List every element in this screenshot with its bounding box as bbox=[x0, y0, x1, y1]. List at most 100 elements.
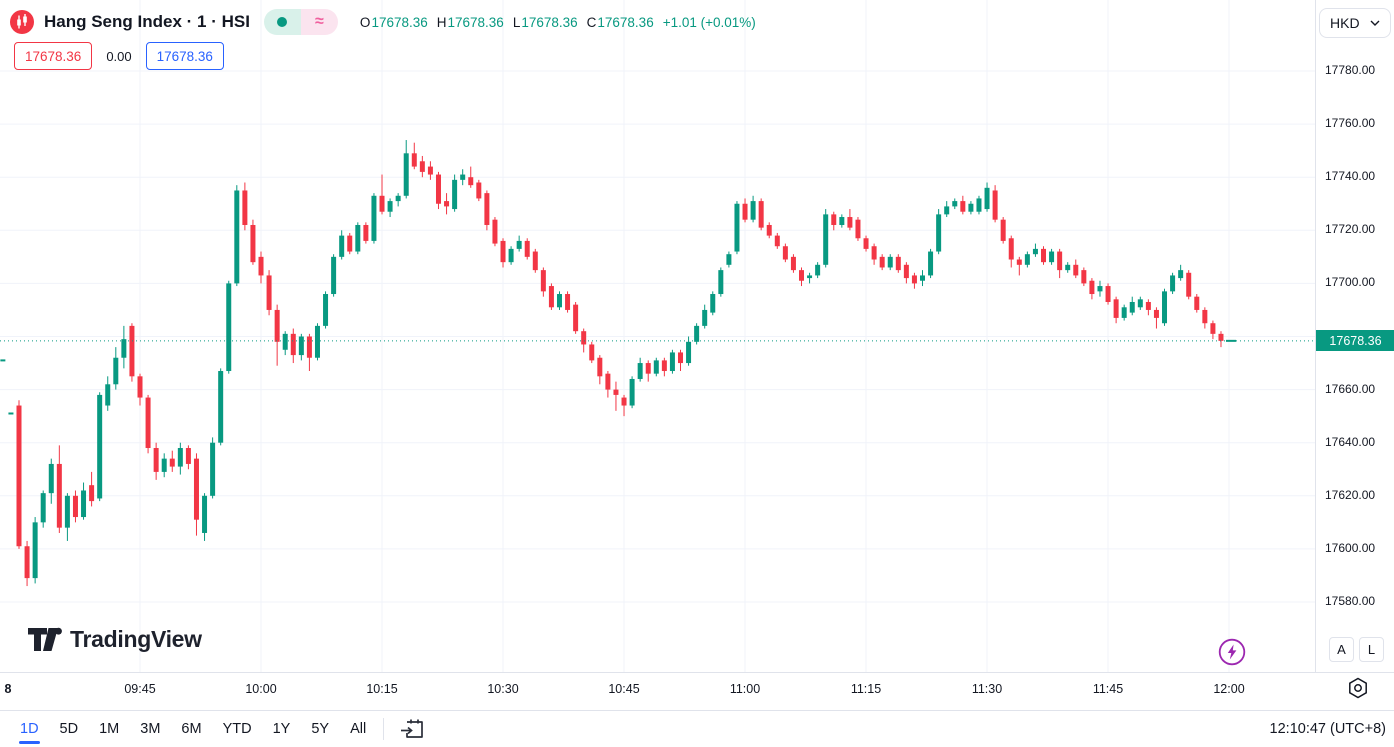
candle-body bbox=[403, 153, 409, 196]
candle-body bbox=[556, 294, 562, 308]
candle-body bbox=[1000, 219, 1006, 241]
candle-body bbox=[347, 235, 353, 252]
market-status-pill[interactable]: ≈ bbox=[263, 9, 338, 35]
candle-body bbox=[419, 161, 425, 172]
settings-nut-icon bbox=[1349, 677, 1367, 699]
time-axis-label: 10:45 bbox=[608, 682, 640, 696]
candle-body bbox=[952, 201, 958, 207]
candle-body bbox=[1218, 333, 1224, 341]
candle-body bbox=[476, 182, 482, 199]
tradingview-logo-text: TradingView bbox=[70, 626, 202, 652]
candle-body bbox=[774, 235, 780, 247]
price-axis-label: 17620.00 bbox=[1325, 487, 1376, 502]
price-axis-label: 17580.00 bbox=[1325, 594, 1376, 608]
symbol-title[interactable]: Hang Seng Index · 1 · HSI bbox=[44, 12, 250, 31]
candle-body bbox=[686, 341, 692, 364]
price-axis-label: 17780.00 bbox=[1325, 63, 1376, 77]
open-value: 17678.36 bbox=[371, 14, 428, 30]
session-clock[interactable]: 12:10:47 (UTC+8) bbox=[1269, 721, 1386, 737]
candle-body bbox=[839, 217, 845, 225]
price-axis[interactable]: 17780.00 17760.00 17740.00 17720.00 17700.00… bbox=[1315, 0, 1394, 672]
candle-body bbox=[1194, 296, 1200, 310]
candle-body bbox=[242, 190, 248, 225]
candle-body bbox=[879, 256, 885, 268]
candle-body bbox=[169, 458, 175, 467]
partial-candle bbox=[0, 359, 6, 362]
last-price-badge: 17678.36 bbox=[1316, 330, 1394, 352]
candle-body bbox=[1145, 301, 1151, 310]
tradingview-logo-icon bbox=[28, 627, 62, 651]
time-axis[interactable]: 8 09:45 10:00 10:15 10:30 10:45 11:00 11:15 11:3… bbox=[0, 672, 1394, 711]
candle-body bbox=[920, 275, 926, 281]
log-scale-button[interactable]: L bbox=[1359, 637, 1384, 662]
candle-body bbox=[540, 270, 546, 292]
time-axis-label: 11:00 bbox=[729, 682, 761, 696]
candle-body bbox=[960, 201, 966, 212]
time-axis-label: 10:30 bbox=[487, 682, 519, 696]
range-button-1Y[interactable]: 1Y bbox=[272, 721, 291, 737]
candle-body bbox=[661, 360, 667, 372]
candle-body bbox=[435, 174, 441, 204]
candle-body bbox=[306, 336, 312, 358]
candle-body bbox=[387, 201, 393, 212]
candle-body bbox=[613, 389, 619, 395]
candle-body bbox=[460, 174, 466, 180]
low-label: L bbox=[512, 14, 521, 30]
time-axis-label: 10:15 bbox=[366, 682, 398, 696]
candle-body bbox=[492, 219, 498, 244]
candle-body bbox=[274, 309, 280, 342]
candle-body bbox=[758, 201, 764, 228]
candle-body bbox=[1008, 238, 1014, 260]
candle-body bbox=[1153, 309, 1159, 318]
currency-dropdown[interactable]: HKD bbox=[1319, 8, 1391, 38]
range-button-1D[interactable]: 1D bbox=[18, 721, 40, 744]
go-to-date-button[interactable] bbox=[399, 717, 425, 741]
candle-body bbox=[968, 203, 974, 212]
candle-body bbox=[218, 371, 224, 443]
range-button-3M[interactable]: 3M bbox=[140, 721, 161, 737]
range-button-All[interactable]: All bbox=[350, 721, 367, 737]
range-button-5D[interactable]: 5D bbox=[59, 721, 79, 737]
candle-body bbox=[411, 153, 417, 167]
candle-body bbox=[1178, 270, 1184, 279]
toolbar-divider bbox=[383, 718, 385, 740]
candle-body bbox=[677, 352, 683, 364]
close-label: C bbox=[586, 14, 597, 30]
candle-body bbox=[145, 397, 151, 449]
candle-body bbox=[1073, 264, 1079, 276]
candle-body bbox=[815, 264, 821, 276]
candle-body bbox=[532, 251, 538, 271]
range-button-6M[interactable]: 6M bbox=[181, 721, 202, 737]
candle-body bbox=[573, 304, 579, 332]
candle-body bbox=[1016, 259, 1022, 265]
candle-body bbox=[202, 495, 208, 533]
candle-body bbox=[992, 190, 998, 220]
candle-body bbox=[282, 333, 288, 350]
candle-body bbox=[81, 490, 87, 518]
candle-body bbox=[48, 463, 54, 494]
candle-body bbox=[1186, 272, 1192, 297]
axis-settings-button[interactable] bbox=[1345, 675, 1371, 706]
flash-trade-button[interactable] bbox=[1218, 638, 1246, 671]
bottom-toolbar: 1D 5D 1M 3M 6M YTD 1Y 5Y All 12:10:47 (UTC+8) bbox=[0, 710, 1394, 747]
candle-body bbox=[734, 203, 740, 252]
low-value: 17678.36 bbox=[521, 14, 578, 30]
range-button-5Y[interactable]: 5Y bbox=[311, 721, 330, 737]
candle-body bbox=[718, 270, 724, 295]
tradingview-logo[interactable]: TradingView bbox=[28, 626, 202, 653]
candle-body bbox=[645, 363, 651, 374]
candle-body bbox=[266, 275, 272, 310]
price-chart-canvas[interactable] bbox=[0, 0, 1316, 672]
candle-body bbox=[669, 352, 675, 372]
buy-price-button[interactable]: 17678.36 bbox=[145, 42, 224, 70]
candle-body bbox=[581, 331, 587, 345]
chevron-down-icon bbox=[1370, 20, 1380, 26]
candle-body bbox=[500, 240, 506, 263]
market-open-indicator bbox=[263, 9, 301, 35]
range-button-YTD[interactable]: YTD bbox=[222, 721, 252, 737]
range-button-1M[interactable]: 1M bbox=[99, 721, 120, 737]
auto-scale-button[interactable]: A bbox=[1329, 637, 1354, 662]
sell-price-button[interactable]: 17678.36 bbox=[14, 42, 93, 70]
lightning-icon bbox=[1218, 638, 1246, 666]
